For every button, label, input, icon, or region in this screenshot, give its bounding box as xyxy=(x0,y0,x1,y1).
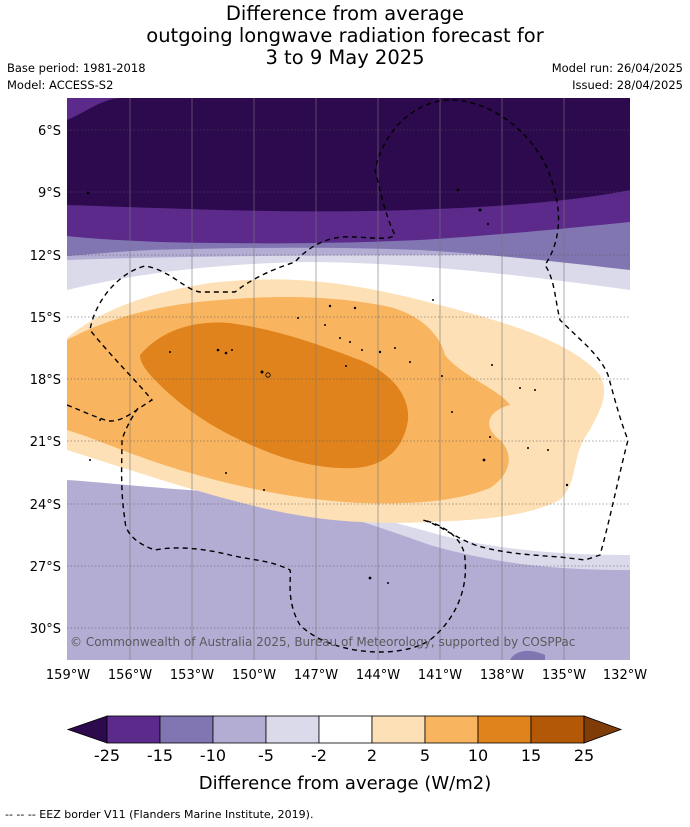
colorbar-label: Difference from average (W/m2) xyxy=(199,773,491,794)
model-name: Model: ACCESS-S2 xyxy=(7,78,114,92)
lon-label-138w: 138°W xyxy=(480,668,524,683)
colorbar-tick-label: -2 xyxy=(311,746,327,765)
issued-date: Issued: 28/04/2025 xyxy=(572,78,683,92)
colorbar-tick-label: 25 xyxy=(574,746,594,765)
anomaly-field xyxy=(67,98,630,660)
colorbar-segment xyxy=(265,715,320,744)
colorbar-extend-high xyxy=(583,715,623,744)
lat-gridlines xyxy=(67,129,630,629)
colorbar-tick-label: 15 xyxy=(521,746,541,765)
colorbar: -25 -15 -10 -5 -2 2 5 10 15 25 xyxy=(66,715,623,765)
copyright-text: © Commonwealth of Australia 2025, Bureau… xyxy=(70,635,575,649)
colorbar-tick-label: 2 xyxy=(367,746,377,765)
lon-label-147w: 147°W xyxy=(294,668,338,683)
lon-label-132w: 132°W xyxy=(603,668,647,683)
small-blob xyxy=(510,650,545,660)
lat-label-6s: 6°S xyxy=(38,124,61,139)
colorbar-segment xyxy=(159,715,214,744)
lon-gridlines xyxy=(129,98,565,660)
colorbar-segment xyxy=(371,715,426,744)
lat-label-18s: 18°S xyxy=(30,373,61,388)
colorbar-tick-label: -10 xyxy=(200,746,226,765)
footer-note: -- -- -- EEZ border V11 (Flanders Marine… xyxy=(5,808,314,821)
colorbar-tick-label: 10 xyxy=(468,746,488,765)
lat-label-27s: 27°S xyxy=(30,560,61,575)
colorbar-segment xyxy=(106,715,161,744)
lon-label-150w: 150°W xyxy=(232,668,276,683)
colorbar-tick-label: -25 xyxy=(94,746,120,765)
lon-label-153w: 153°W xyxy=(170,668,214,683)
base-period: Base period: 1981-2018 xyxy=(7,61,146,75)
colorbar-extend-low xyxy=(66,715,108,744)
meta-right: Model run: 26/04/2025 Issued: 28/04/2025 xyxy=(552,60,683,94)
lat-label-15s: 15°S xyxy=(30,311,61,326)
title-line-3: 3 to 9 May 2025 xyxy=(265,46,425,69)
band-10-to-15 xyxy=(140,322,409,469)
band-below-minus-25 xyxy=(67,98,630,212)
lat-label-21s: 21°S xyxy=(30,435,61,450)
lon-label-156w: 156°W xyxy=(108,668,152,683)
islands xyxy=(86,188,569,584)
lon-label-135w: 135°W xyxy=(542,668,586,683)
colorbar-segment xyxy=(212,715,267,744)
colorbar-segment xyxy=(477,715,532,744)
lon-label-144w: 144°W xyxy=(356,668,400,683)
colorbar-segment xyxy=(424,715,479,744)
lat-label-12s: 12°S xyxy=(30,249,61,264)
title-line-1: Difference from average xyxy=(225,2,465,25)
colorbar-segment xyxy=(318,715,373,744)
band-south xyxy=(67,495,630,660)
lon-labels: 159°W 156°W 153°W 150°W 147°W 144°W 141°… xyxy=(46,668,647,683)
colorbar-segment xyxy=(530,715,585,744)
colorbar-tick-label: -5 xyxy=(258,746,274,765)
meta-left: Base period: 1981-2018 Model: ACCESS-S2 xyxy=(7,60,146,94)
lat-label-9s: 9°S xyxy=(38,186,61,201)
lon-label-159w: 159°W xyxy=(46,668,90,683)
model-run: Model run: 26/04/2025 xyxy=(551,61,683,75)
eez-border xyxy=(67,99,629,653)
colorbar-tick-label: 5 xyxy=(420,746,430,765)
lat-label-24s: 24°S xyxy=(30,498,61,513)
lat-label-30s: 30°S xyxy=(30,622,61,637)
colorbar-tick-label: -15 xyxy=(147,746,173,765)
lat-labels: 6°S 9°S 12°S 15°S 18°S 21°S 24°S 27°S 30… xyxy=(30,124,61,637)
title-line-2: outgoing longwave radiation forecast for xyxy=(146,24,544,47)
lon-label-141w: 141°W xyxy=(418,668,462,683)
